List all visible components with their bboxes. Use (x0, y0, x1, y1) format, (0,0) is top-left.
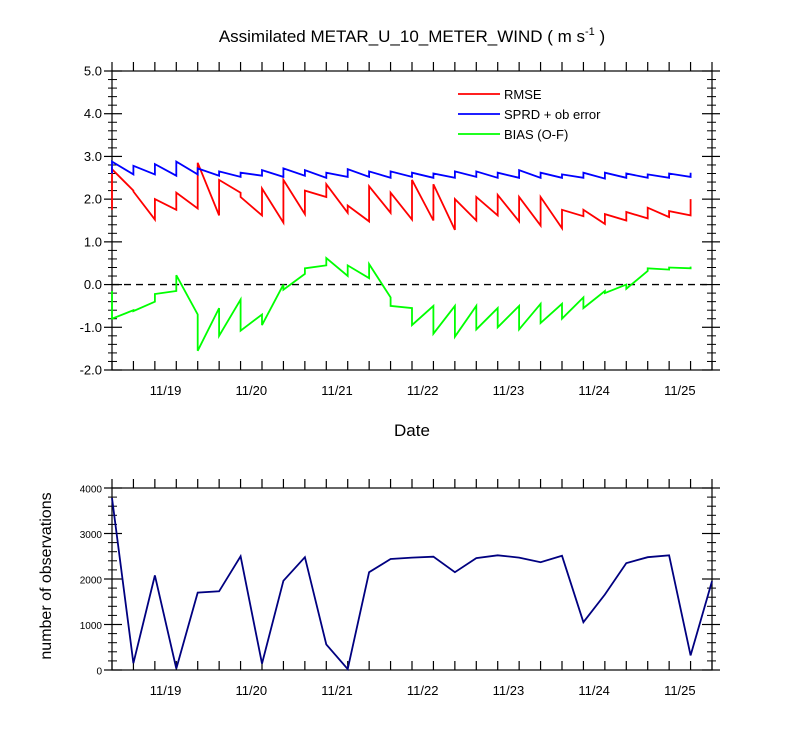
x-tick-label: 11/20 (235, 383, 267, 398)
chart-title: Assimilated METAR_U_10_METER_WIND ( m s-… (219, 26, 605, 46)
y-tick-label: 1.0 (84, 234, 102, 249)
error-stats-chart: Assimilated METAR_U_10_METER_WIND ( m s-… (80, 26, 720, 440)
x-tick-label: 11/25 (664, 383, 696, 398)
y-tick-label: 2.0 (84, 192, 102, 207)
plot-area: 11/19 11/20 11/21 11/22 11/23 11/24 11/25 0 1000… (80, 479, 720, 698)
x-tick-label: 11/24 (578, 683, 610, 698)
x-tick-label: 11/22 (407, 383, 439, 398)
x-tick-label: 11/21 (321, 383, 353, 398)
y-tick-label: 3.0 (84, 149, 102, 164)
series-line-rmse (111, 162, 692, 232)
legend: RMSE SPRD + ob error BIAS (O-F) (458, 87, 601, 142)
y-tick-label: 1000 (80, 621, 103, 632)
x-tick-label: 11/23 (493, 683, 525, 698)
x-tick-label: 11/19 (150, 683, 182, 698)
legend-label: SPRD + ob error (504, 107, 601, 122)
x-axis-label: Date (394, 421, 430, 440)
y-tick-label: 4000 (80, 485, 103, 496)
series-line-observations (111, 497, 713, 672)
y-tick-label: -1.0 (80, 320, 102, 335)
x-tick-label: 11/20 (235, 683, 267, 698)
y-tick-label: 0.0 (84, 277, 102, 292)
plot-frame (111, 487, 713, 671)
y-tick-label: 4.0 (84, 106, 102, 121)
x-tick-label: 11/23 (493, 383, 525, 398)
y-tick-label: 5.0 (84, 64, 102, 79)
y-tick-label: 2000 (80, 576, 103, 587)
observation-count-chart: 11/19 11/20 11/21 11/22 11/23 11/24 11/25 0 1000… (38, 479, 720, 698)
x-tick-label: 11/25 (664, 683, 696, 698)
legend-label: RMSE (504, 87, 542, 102)
x-tick-label: 11/22 (407, 683, 439, 698)
plot-area: 11/19 11/20 11/21 11/22 11/23 11/24 11/25 -2.0 -… (80, 62, 720, 398)
series-line-bias-o-f (111, 256, 692, 352)
x-tick-label: 11/24 (578, 383, 610, 398)
y-tick-label: 3000 (80, 530, 103, 541)
series-line-sprd-ob-error (111, 160, 692, 180)
y-tick-label: -2.0 (80, 363, 102, 378)
y-tick-label: 0 (96, 667, 102, 678)
x-tick-label: 11/19 (150, 383, 182, 398)
y-axis-label: number of observations (38, 492, 55, 659)
legend-label: BIAS (O-F) (504, 127, 568, 142)
x-tick-label: 11/21 (321, 683, 353, 698)
